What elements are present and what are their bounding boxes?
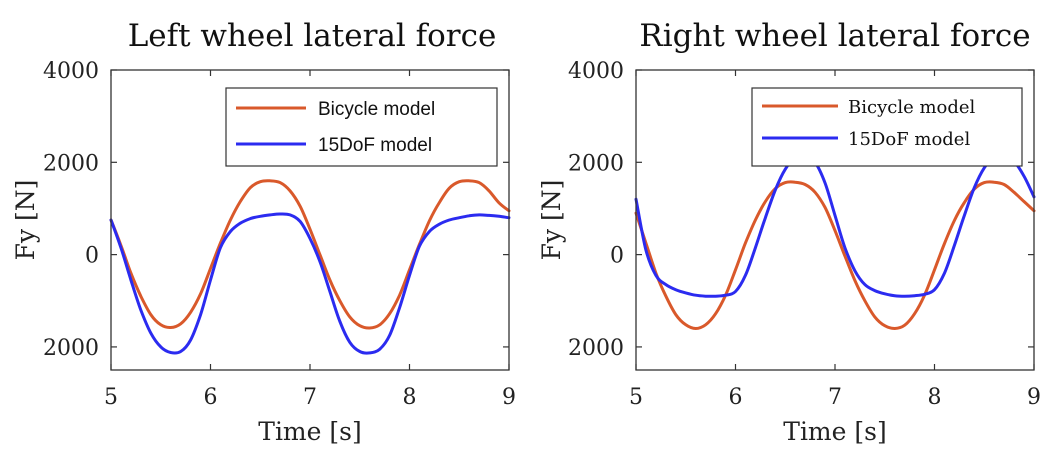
x-tick-label: 8 [403, 385, 417, 410]
y-tick-label: 4000 [43, 59, 99, 84]
chart-title: Left wheel lateral force [128, 18, 497, 54]
x-tick-label: 6 [729, 385, 743, 410]
y-tick-labels: 4000 2000 0 2000 [568, 59, 624, 361]
chart-title: Right wheel lateral force [639, 18, 1030, 54]
y-tick-label: 2000 [43, 151, 99, 176]
x-axis-label: Time [s] [258, 417, 361, 446]
series-group [109, 179, 511, 355]
x-tick-labels: 5 6 7 8 9 [104, 385, 516, 410]
series-line-15dof [634, 153, 1036, 298]
x-tick-labels: 5 6 7 8 9 [629, 385, 1041, 410]
x-tick-label: 5 [104, 385, 118, 410]
tick-marks [635, 69, 1035, 370]
legend: Bicycle model 15DoF model [751, 87, 1023, 167]
y-tick-label: 2000 [43, 336, 99, 361]
x-axis-label: Time [s] [783, 417, 886, 446]
y-tick-label: 2000 [568, 336, 624, 361]
y-tick-label: 0 [610, 244, 624, 269]
x-tick-label: 8 [928, 385, 942, 410]
y-tick-label: 0 [85, 244, 99, 269]
x-tick-label: 7 [828, 385, 842, 410]
x-tick-label: 5 [629, 385, 643, 410]
tick-marks [110, 69, 510, 370]
legend-box [225, 87, 498, 167]
series-group [634, 153, 1036, 330]
legend: Bicycle model 15DoF model [225, 87, 498, 167]
y-axis-label: Fy [N] [537, 180, 566, 261]
x-tick-label: 9 [502, 385, 516, 410]
y-tick-label: 4000 [568, 59, 624, 84]
series-line-15dof [109, 212, 511, 355]
left-chart-panel: Left wheel lateral force 5 6 7 8 9 4000 2000 0… [11, 18, 516, 446]
x-tick-label: 7 [303, 385, 317, 410]
legend-label-15dof: 15DoF model [848, 129, 970, 150]
legend-label-bicycle: Bicycle model [848, 97, 976, 118]
x-tick-label: 6 [204, 385, 218, 410]
legend-box [751, 87, 1023, 167]
series-line-bicycle [634, 180, 1036, 330]
y-axis-label: Fy [N] [11, 180, 40, 261]
right-chart-panel: Right wheel lateral force 5 6 7 8 9 4000 2000… [537, 18, 1041, 446]
y-tick-labels: 4000 2000 0 2000 [43, 59, 99, 361]
x-tick-label: 9 [1027, 385, 1041, 410]
series-line-bicycle [109, 179, 511, 330]
y-tick-label: 2000 [568, 151, 624, 176]
legend-label-15dof: 15DoF model [318, 135, 432, 156]
legend-label-bicycle: Bicycle model [318, 99, 435, 120]
